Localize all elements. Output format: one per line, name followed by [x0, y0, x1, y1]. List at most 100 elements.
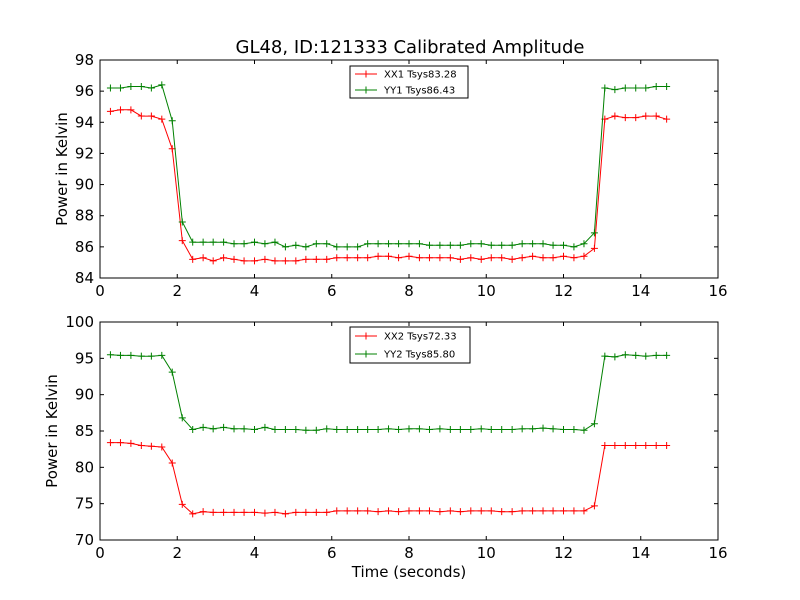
- data-point-marker: [529, 240, 537, 248]
- y-tick-label: 100: [65, 313, 94, 331]
- data-point-marker: [539, 254, 547, 262]
- data-point-marker: [436, 508, 444, 516]
- data-point-marker: [487, 507, 495, 515]
- data-point-marker: [189, 255, 197, 263]
- legend-box: [349, 65, 469, 99]
- data-point-marker: [621, 84, 629, 92]
- data-point-marker: [385, 507, 393, 515]
- data-point-marker: [529, 425, 537, 433]
- data-point-marker: [116, 106, 124, 114]
- data-point-marker: [240, 257, 248, 265]
- data-point-marker: [209, 508, 217, 516]
- legend-swatch-marker: [362, 332, 370, 340]
- x-tick-label: 2: [172, 544, 182, 562]
- data-point-marker: [425, 507, 433, 515]
- y-tick-label: 94: [75, 113, 94, 131]
- data-point-marker: [261, 240, 269, 248]
- data-point-marker: [251, 257, 258, 265]
- data-point-marker: [209, 238, 217, 246]
- data-point-marker: [560, 507, 567, 515]
- y-tick-label: 85: [75, 422, 94, 440]
- data-point-marker: [570, 254, 578, 262]
- data-point-marker: [539, 507, 547, 515]
- data-point-marker: [663, 351, 671, 359]
- x-tick-label: 10: [477, 544, 496, 562]
- data-point-marker: [189, 238, 197, 246]
- data-point-marker: [477, 425, 485, 433]
- data-point-marker: [425, 426, 433, 434]
- data-point-marker: [621, 351, 629, 359]
- data-point-marker: [570, 507, 578, 515]
- data-point-marker: [560, 252, 567, 260]
- data-point-marker: [116, 84, 124, 92]
- data-point-marker: [240, 240, 248, 248]
- data-point-marker: [178, 218, 186, 226]
- y-axis-label: Power in Kelvin: [43, 374, 61, 488]
- data-point-marker: [240, 508, 248, 516]
- data-point-marker: [663, 442, 671, 450]
- data-point-marker: [137, 442, 145, 450]
- data-point-marker: [147, 442, 155, 450]
- data-point-marker: [601, 352, 609, 360]
- data-point-marker: [343, 243, 351, 251]
- x-tick-label: 16: [708, 282, 727, 300]
- data-point-marker: [354, 507, 362, 515]
- data-point-marker: [477, 255, 485, 263]
- x-tick-label: 12: [554, 282, 573, 300]
- data-point-marker: [632, 351, 640, 359]
- data-point-marker: [312, 508, 320, 516]
- data-point-marker: [590, 244, 598, 252]
- data-point-marker: [261, 255, 269, 263]
- x-tick-label: 8: [404, 544, 414, 562]
- data-point-marker: [446, 254, 454, 262]
- data-point-marker: [518, 507, 526, 515]
- data-point-marker: [467, 426, 475, 434]
- data-point-marker: [343, 507, 351, 515]
- data-point-marker: [209, 257, 217, 265]
- data-point-marker: [271, 238, 279, 246]
- data-point-marker: [251, 426, 258, 434]
- data-point-marker: [467, 254, 475, 262]
- data-point-marker: [456, 255, 464, 263]
- data-point-marker: [220, 238, 228, 246]
- data-point-marker: [312, 426, 320, 434]
- data-point-marker: [539, 424, 547, 432]
- y-tick-label: 90: [75, 176, 94, 194]
- data-point-marker: [405, 252, 413, 260]
- data-point-marker: [580, 507, 588, 515]
- data-point-marker: [178, 237, 186, 245]
- data-point-marker: [436, 425, 444, 433]
- data-point-marker: [147, 352, 155, 360]
- data-point-marker: [312, 240, 320, 248]
- data-point-marker: [292, 508, 300, 516]
- x-tick-label: 0: [95, 544, 105, 562]
- data-point-marker: [508, 255, 516, 263]
- x-tick-label: 12: [554, 544, 573, 562]
- data-point-marker: [106, 107, 114, 115]
- data-point-marker: [147, 84, 155, 92]
- legend-entry-label: XX2 Tsys72.33: [384, 332, 457, 343]
- data-point-marker: [518, 425, 526, 433]
- data-point-marker: [580, 426, 588, 434]
- data-point-marker: [467, 507, 475, 515]
- data-point-marker: [261, 423, 269, 431]
- data-point-marker: [158, 81, 166, 89]
- data-point-marker: [549, 507, 557, 515]
- data-point-marker: [281, 426, 289, 434]
- data-point-marker: [487, 254, 495, 262]
- data-point-marker: [477, 240, 485, 248]
- data-point-marker: [343, 426, 351, 434]
- x-tick-label: 16: [708, 544, 727, 562]
- data-point-marker: [385, 240, 393, 248]
- data-point-marker: [354, 254, 362, 262]
- data-point-marker: [354, 426, 362, 434]
- data-point-marker: [549, 241, 557, 249]
- y-tick-label: 95: [75, 349, 94, 367]
- data-point-marker: [385, 252, 393, 260]
- data-point-marker: [580, 252, 588, 260]
- data-point-marker: [220, 254, 228, 262]
- data-point-marker: [487, 241, 495, 249]
- data-point-marker: [137, 352, 145, 360]
